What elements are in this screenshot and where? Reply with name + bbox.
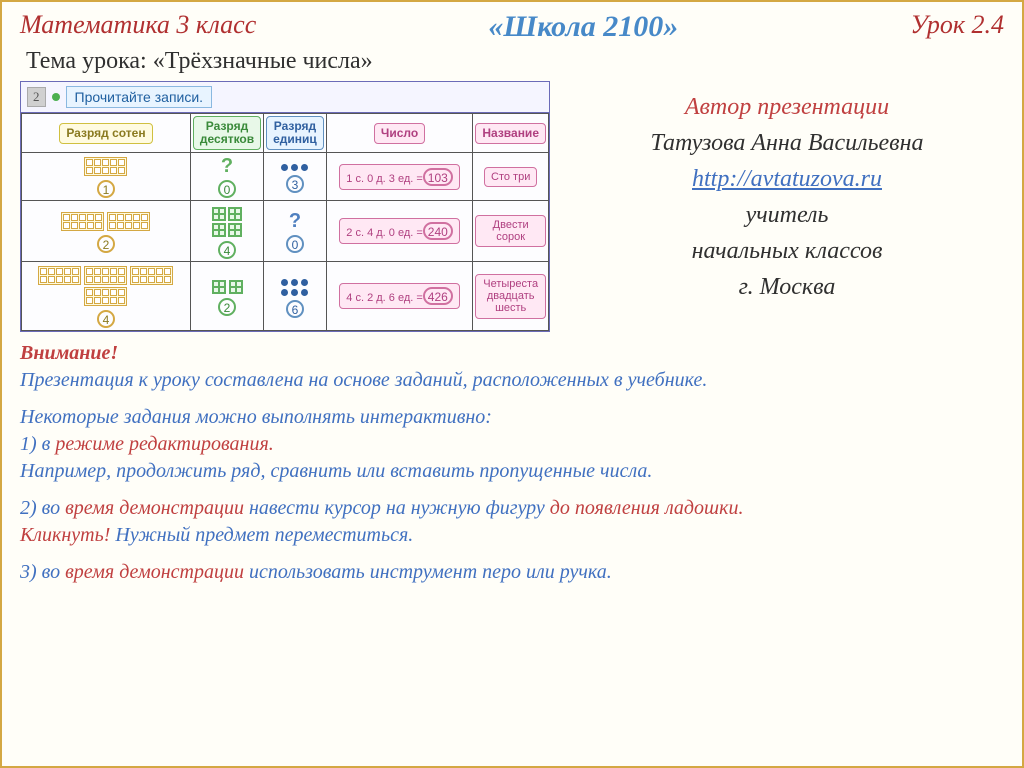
task-header: 2 Прочитайте записи.	[21, 82, 549, 113]
col-hundreds: Разряд сотен	[59, 123, 152, 144]
tens-cell: 4	[190, 201, 263, 262]
note-p2c: режиме редактирования.	[55, 433, 273, 455]
hundreds-cell: 4	[22, 262, 191, 331]
note-p3e: Кликнуть!	[20, 524, 110, 546]
table-row: 2 4 ?0 2 с. 4 д. 0 ед. =240 Двести сорок	[22, 201, 549, 262]
author-role2: начальных классов	[570, 233, 1004, 269]
col-name: Название	[475, 123, 546, 144]
number-cell: 4 с. 2 д. 6 ед. =426	[326, 262, 473, 331]
exercise-panel: 2 Прочитайте записи. Разряд сотен Разряд…	[20, 81, 550, 332]
author-role1: учитель	[570, 197, 1004, 233]
tens-cell: ?0	[190, 153, 263, 201]
hundreds-cell: 2	[22, 201, 191, 262]
bullet-icon	[52, 93, 60, 101]
author-block: Автор презентации Татузова Анна Васильев…	[570, 81, 1004, 332]
attention-label: Внимание!	[20, 342, 118, 364]
place-value-table: Разряд сотен Разряд десятков Разряд един…	[21, 113, 549, 331]
header: Математика 3 класс «Школа 2100» Урок 2.4	[2, 2, 1022, 46]
table-row: 4 2 6 4 с. 2 д. 6 ед. =426 Четыреста два…	[22, 262, 549, 331]
note-p3d: до появления ладошки.	[550, 497, 744, 519]
note-p4b: время демонстрации	[65, 561, 244, 583]
lesson-topic: Тема урока: «Трёхзначные числа»	[2, 46, 1022, 81]
author-title: Автор презентации	[570, 89, 1004, 125]
units-cell: 3	[264, 153, 327, 201]
author-city: г. Москва	[570, 269, 1004, 305]
header-center: «Школа 2100»	[488, 10, 678, 44]
header-right: Урок 2.4	[910, 10, 1004, 44]
units-cell: ?0	[264, 201, 327, 262]
notes-block: Внимание! Презентация к уроку составлена…	[2, 332, 1022, 586]
name-cell: Двести сорок	[473, 201, 549, 262]
author-name: Татузова Анна Васильевна	[570, 125, 1004, 161]
task-text: Прочитайте записи.	[66, 86, 213, 108]
units-cell: 6	[264, 262, 327, 331]
number-cell: 2 с. 4 д. 0 ед. =240	[326, 201, 473, 262]
task-number: 2	[27, 87, 46, 107]
note-p2a: Некоторые задания можно выполнять интера…	[20, 406, 492, 428]
author-link[interactable]: http://avtatuzova.ru	[692, 166, 882, 192]
note-p3b: время демонстрации	[65, 497, 244, 519]
note-p3f: Нужный предмет переместиться.	[110, 524, 413, 546]
hundreds-cell: 1	[22, 153, 191, 201]
note-p3a: 2) во	[20, 497, 65, 519]
note-p2b: 1) в	[20, 433, 55, 455]
tens-cell: 2	[190, 262, 263, 331]
note-p3c: навести курсор на нужную фигуру	[244, 497, 550, 519]
col-tens: Разряд десятков	[193, 116, 261, 150]
note-p1: Презентация к уроку составлена на основе…	[20, 369, 707, 391]
note-p4a: 3) во	[20, 561, 65, 583]
name-cell: Четыреста двадцать шесть	[473, 262, 549, 331]
number-cell: 1 с. 0 д. 3 ед. =103	[326, 153, 473, 201]
note-p2d: Например, продолжить ряд, сравнить или в…	[20, 460, 652, 482]
table-row: 1 ?0 3 1 с. 0 д. 3 ед. =103 Сто три	[22, 153, 549, 201]
col-units: Разряд единиц	[266, 116, 324, 150]
header-left: Математика 3 класс	[20, 10, 256, 44]
note-p4c: использовать инструмент перо или ручка.	[244, 561, 612, 583]
table-header-row: Разряд сотен Разряд десятков Разряд един…	[22, 114, 549, 153]
col-number: Число	[374, 123, 425, 144]
name-cell: Сто три	[473, 153, 549, 201]
